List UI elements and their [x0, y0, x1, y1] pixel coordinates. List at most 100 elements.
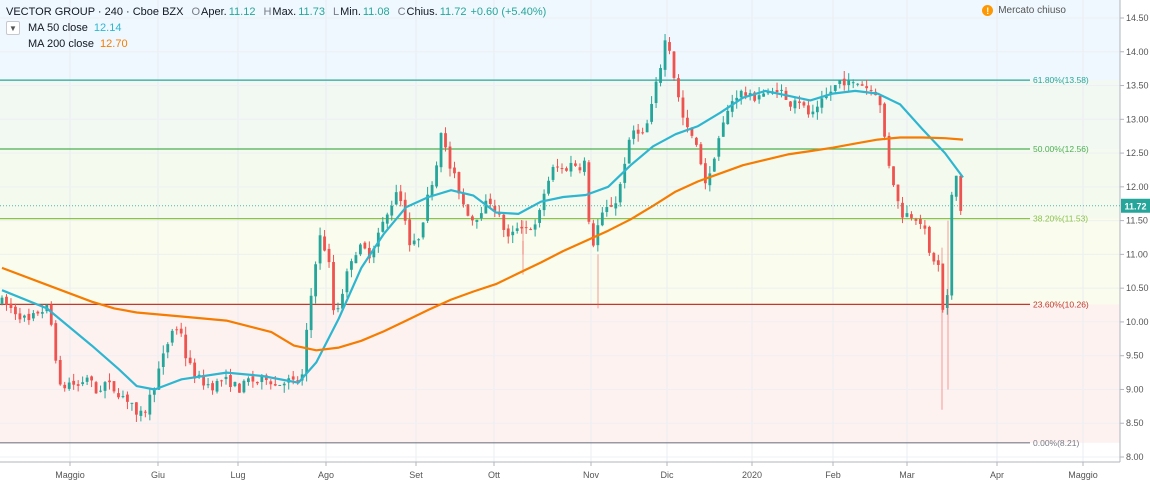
- candle-body: [699, 144, 703, 165]
- candle-body: [90, 376, 93, 381]
- market-status[interactable]: ! Mercato chiuso: [982, 5, 1066, 16]
- y-tick-label: 8.50: [1126, 418, 1144, 428]
- candle-body: [493, 205, 497, 211]
- candle-body: [466, 204, 470, 216]
- ohlc-open-value: 11.12: [228, 6, 256, 18]
- ohlc-low-label: Min.: [340, 6, 361, 18]
- candle-body: [238, 383, 241, 393]
- candle-body: [175, 329, 179, 331]
- y-tick-label: 11.00: [1126, 249, 1148, 259]
- candle-body: [815, 106, 819, 113]
- candle-body: [556, 166, 559, 168]
- candle-body: [668, 42, 671, 51]
- fib-zone-1: [0, 218, 1120, 305]
- candle-body: [27, 313, 31, 321]
- candle-body: [76, 384, 80, 386]
- candle-body: [381, 221, 385, 232]
- candle-body: [502, 214, 506, 230]
- candle-body: [672, 51, 676, 78]
- candle-body: [798, 101, 801, 103]
- last-price-label: 11.72: [1124, 201, 1146, 211]
- fib-zone-backgrounds: [0, 0, 1120, 443]
- ohlc-close-value: 11.72: [439, 6, 467, 18]
- candle-body: [833, 85, 837, 91]
- legend-ma50-row[interactable]: ▼ MA 50 close 12.14: [6, 20, 546, 36]
- candle-body: [229, 375, 232, 387]
- candle-body: [336, 308, 340, 310]
- candle-body: [941, 263, 945, 310]
- candle-body: [390, 205, 394, 216]
- x-tick-label: Set: [409, 470, 423, 480]
- fib-level-label: 61.80%(13.58): [1033, 75, 1089, 85]
- candle-body: [9, 303, 13, 308]
- candle-body: [206, 384, 210, 386]
- candle-body: [820, 98, 824, 108]
- candle-body: [435, 165, 438, 187]
- legend-ma200-row[interactable]: MA 200 close 12.70: [6, 36, 546, 52]
- symbol-title[interactable]: VECTOR GROUP · 240 · Cboe BZX: [6, 6, 184, 18]
- candle-body: [211, 383, 214, 391]
- candle-body: [49, 304, 53, 325]
- candle-body: [255, 381, 259, 384]
- candle-body: [578, 167, 582, 171]
- candle-body: [54, 323, 58, 361]
- candle-body: [910, 214, 913, 218]
- x-tick-label: 2020: [742, 470, 762, 480]
- candle-body: [23, 315, 26, 318]
- x-tick-label: Ago: [318, 470, 334, 480]
- candle-body: [838, 80, 842, 84]
- ohlc-close-key: C: [397, 6, 406, 18]
- candle-body: [851, 82, 855, 84]
- candle-body: [193, 362, 197, 379]
- candle-body: [215, 380, 219, 392]
- candle-body: [708, 173, 712, 186]
- candle-body: [959, 175, 963, 211]
- candle-body: [600, 212, 604, 226]
- candle-body: [775, 90, 779, 93]
- chevron-down-icon[interactable]: ▼: [6, 21, 20, 35]
- candle-body: [475, 219, 479, 222]
- fib-zone-4: [0, 0, 1120, 81]
- ma200-label: MA 200 close: [28, 38, 95, 50]
- candle-body: [372, 248, 376, 258]
- candle-body: [560, 168, 564, 170]
- candle-body: [901, 202, 904, 218]
- candle-body: [117, 393, 120, 398]
- candle-body: [354, 255, 358, 264]
- x-tick-label: Nov: [583, 470, 600, 480]
- y-tick-label: 12.50: [1126, 148, 1149, 158]
- ohlc-high-label: Max.: [272, 6, 297, 18]
- candle-body: [703, 163, 707, 184]
- fib-zone-0: [0, 304, 1120, 443]
- moving-averages: [1, 89, 964, 391]
- candle-body: [681, 97, 685, 118]
- candle-body: [305, 329, 309, 374]
- candle-body: [591, 223, 595, 246]
- candle-body: [892, 166, 895, 186]
- candle-body: [85, 377, 89, 382]
- candle-body: [350, 261, 353, 270]
- candle-body: [650, 103, 653, 122]
- candle-body: [663, 40, 667, 70]
- candle-body: [260, 375, 264, 383]
- candle-body: [157, 368, 161, 390]
- candle-body: [152, 388, 156, 395]
- candle-body: [108, 380, 111, 383]
- candle-body: [869, 89, 873, 91]
- candle-body: [735, 97, 739, 101]
- candle-body: [524, 227, 528, 229]
- y-tick-label: 11.50: [1126, 216, 1148, 226]
- candle-body: [954, 175, 958, 197]
- x-tick-label: Lug: [230, 470, 245, 480]
- candle-body: [394, 192, 398, 205]
- candle-body: [0, 297, 4, 304]
- candle-body: [242, 380, 246, 393]
- candles: [0, 34, 963, 422]
- x-tick-label: Giu: [151, 470, 165, 480]
- ma50-line: [1, 89, 964, 391]
- candle-body: [766, 91, 770, 94]
- candle-body: [67, 382, 71, 389]
- candle-body: [645, 123, 649, 133]
